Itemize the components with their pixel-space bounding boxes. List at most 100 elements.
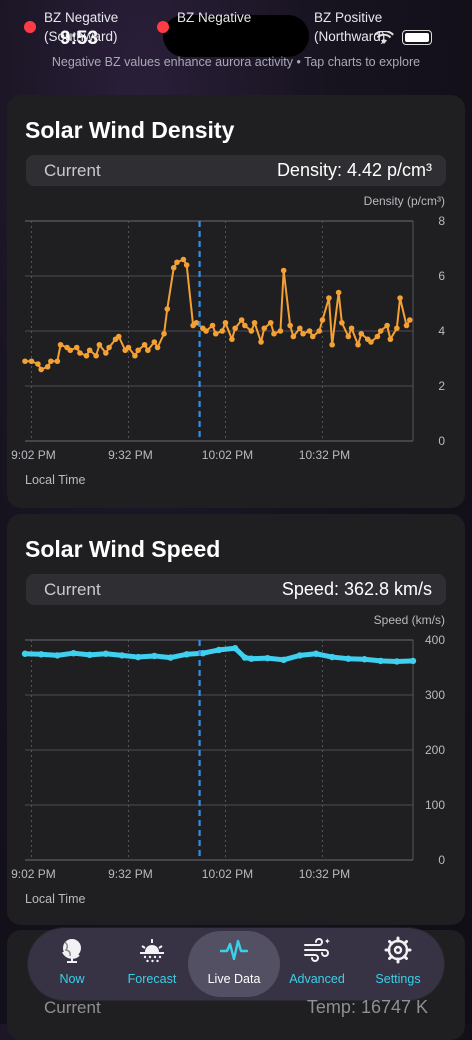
data-point: [28, 358, 35, 365]
data-point: [406, 317, 413, 323]
data-point: [73, 344, 80, 351]
data-point: [329, 341, 335, 348]
y-axis-label: Density (p/cm³): [364, 195, 445, 208]
gear-icon: [384, 936, 412, 964]
data-point: [377, 657, 384, 665]
data-point: [232, 325, 238, 332]
current-label: Current: [44, 580, 101, 599]
data-point: [38, 366, 44, 373]
bz-legend: BZ Negative (Southward) BZ Negative BZ Po…: [0, 8, 472, 48]
data-point: [125, 344, 132, 351]
data-point: [394, 325, 400, 332]
tab-forecast[interactable]: Forecast: [112, 928, 192, 1000]
data-point: [374, 333, 381, 340]
legend-sublabel: (Southward): [44, 29, 118, 44]
data-point: [164, 306, 171, 312]
x-tick-label: 9:02 PM: [11, 448, 56, 462]
data-point: [345, 333, 352, 340]
tab-advanced[interactable]: ✦ Advanced: [277, 928, 357, 1000]
data-point: [70, 650, 77, 657]
data-point: [222, 319, 229, 326]
data-point: [231, 645, 239, 652]
data-point: [309, 333, 316, 340]
y-tick-label: 2: [438, 379, 445, 393]
data-point: [280, 267, 287, 274]
data-point: [203, 328, 209, 334]
tab-settings[interactable]: Settings: [358, 928, 438, 1000]
data-point: [219, 328, 226, 334]
x-tick-label: 10:02 PM: [202, 867, 253, 881]
data-point: [215, 646, 223, 654]
y-tick-label: 0: [438, 853, 445, 867]
speed-card[interactable]: Solar Wind Speed Current Speed: 362.8 km…: [7, 514, 465, 925]
globe-icon: [62, 939, 81, 963]
data-point: [170, 264, 177, 271]
tab-now[interactable]: Now: [32, 928, 112, 1000]
legend-item-bz-negative: BZ Negative: [157, 8, 251, 33]
data-point: [174, 259, 180, 266]
legend-label: BZ Positive: [314, 10, 383, 25]
data-point: [44, 363, 51, 370]
data-point: [35, 361, 41, 367]
data-point: [154, 344, 161, 351]
data-point: [328, 653, 336, 661]
data-point: [118, 652, 126, 659]
data-point: [280, 656, 287, 663]
x-axis-label: Local Time: [25, 473, 86, 487]
svg-text:✦: ✦: [324, 937, 331, 946]
y-tick-label: 200: [425, 743, 445, 757]
y-tick-label: 8: [438, 214, 445, 228]
data-point: [251, 319, 258, 326]
data-point: [229, 336, 235, 343]
x-tick-label: 9:32 PM: [108, 448, 153, 462]
status-icons: [374, 30, 432, 45]
y-tick-label: 400: [425, 633, 445, 647]
legend-sublabel: (Northward): [314, 29, 386, 44]
wifi-icon: [374, 30, 394, 44]
x-tick-label: 10:02 PM: [202, 448, 253, 462]
red-dot-icon: [24, 21, 36, 33]
tab-label: Live Data: [207, 972, 261, 986]
data-point: [393, 658, 401, 665]
data-point: [358, 330, 365, 337]
data-point: [183, 651, 190, 658]
current-value: Density: 4.42 p/cm³: [276, 160, 432, 180]
data-point: [361, 656, 368, 663]
data-point: [83, 352, 90, 359]
data-point: [397, 295, 403, 301]
waveform-icon: [220, 939, 248, 961]
legend-label: BZ Negative: [44, 10, 119, 25]
data-point: [48, 358, 54, 365]
density-chart[interactable]: Density (p/cm³) 0 2 4 6 8 9:02 PM 9:32 PM 10:02 …: [7, 195, 465, 475]
tab-label: Forecast: [127, 972, 177, 986]
battery-icon: [402, 30, 432, 45]
tab-live-data[interactable]: Live Data: [188, 928, 280, 1000]
density-card[interactable]: Solar Wind Density Current Density: 4.42…: [7, 95, 465, 508]
data-point: [377, 328, 384, 334]
data-point: [193, 319, 200, 326]
data-point: [335, 289, 342, 296]
data-point: [77, 350, 83, 356]
data-point: [267, 319, 274, 326]
active-tab-highlight: [188, 931, 280, 997]
legend-item-bz-positive: BZ Positive (Northward): [314, 8, 385, 46]
data-point: [93, 352, 99, 359]
data-point: [248, 655, 255, 662]
data-point: [287, 322, 293, 329]
data-point: [290, 333, 297, 340]
speed-chart[interactable]: Speed (km/s) 0 100 200 300 400 9:02 PM 9:32 PM 1…: [7, 614, 465, 894]
x-tick-label: 10:32 PM: [299, 448, 350, 462]
data-point: [54, 358, 61, 365]
current-readout: Current Speed: 362.8 km/s: [26, 574, 446, 605]
x-tick-label: 9:32 PM: [108, 867, 153, 881]
data-point: [238, 317, 245, 323]
data-point: [106, 344, 112, 351]
data-point: [21, 650, 29, 657]
card-title: Solar Wind Density: [25, 117, 235, 143]
x-axis-label: Local Time: [25, 892, 86, 906]
data-point: [306, 328, 313, 334]
current-label: Current: [44, 161, 101, 180]
data-point: [296, 652, 304, 659]
y-tick-label: 100: [425, 798, 445, 812]
data-point: [316, 328, 323, 334]
